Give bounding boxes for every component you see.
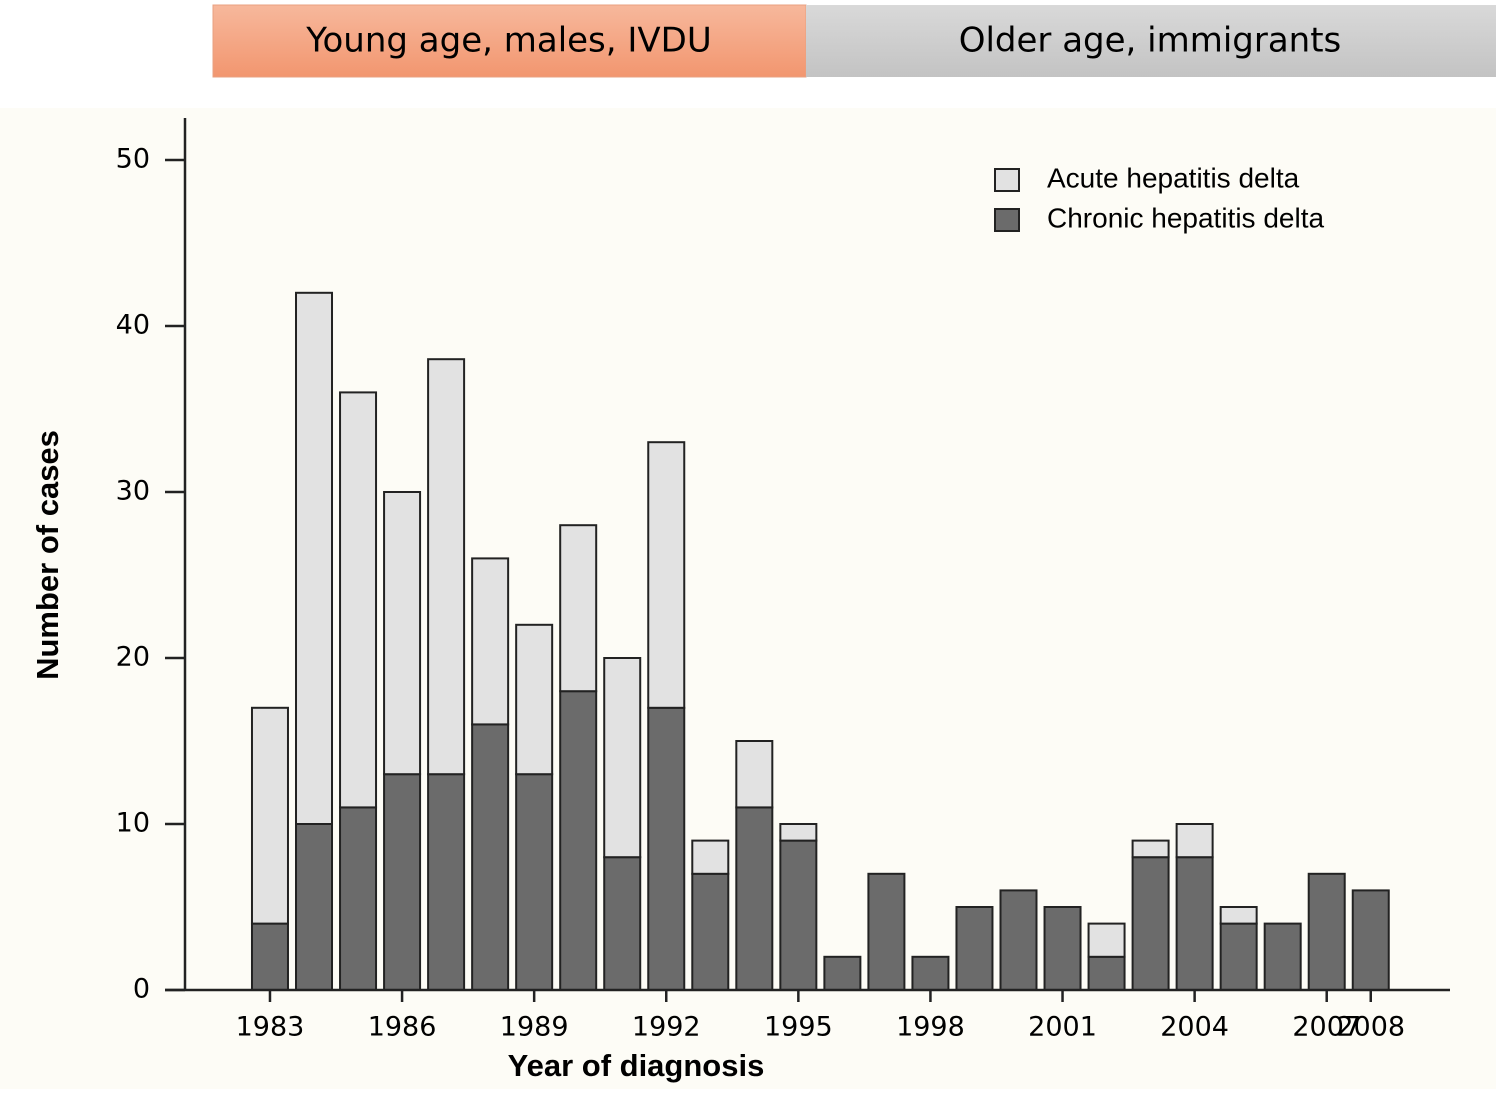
y-tick-label: 20 bbox=[116, 642, 150, 673]
x-tick-label: 1995 bbox=[764, 1012, 833, 1043]
y-tick-label: 50 bbox=[116, 144, 150, 175]
bar-segment bbox=[1351, 889, 1390, 992]
bar-segment bbox=[1131, 856, 1170, 992]
bar-segment bbox=[1219, 922, 1258, 991]
bar-segment bbox=[735, 806, 774, 992]
bar-segment bbox=[647, 706, 686, 991]
y-tick-label: 10 bbox=[116, 808, 150, 839]
legend-swatch bbox=[994, 168, 1020, 192]
bar-segment bbox=[823, 955, 862, 991]
banner-left-text: Young age, males, IVDU bbox=[305, 21, 712, 61]
bar-segment bbox=[427, 358, 466, 776]
bar-segment bbox=[1175, 823, 1214, 859]
banner-left bbox=[212, 4, 807, 78]
bar-segment bbox=[1131, 839, 1170, 859]
bar-segment bbox=[1087, 955, 1126, 991]
bar-segment bbox=[691, 839, 730, 875]
bar-segment bbox=[471, 723, 510, 992]
y-axis-label: Number of cases bbox=[30, 430, 65, 680]
bar-segment bbox=[911, 955, 950, 991]
bar-segment bbox=[603, 657, 642, 859]
bar-segment bbox=[999, 889, 1038, 992]
bar-segment bbox=[339, 806, 378, 992]
x-axis-label: Year of diagnosis bbox=[508, 1048, 765, 1083]
bar-segment bbox=[603, 856, 642, 992]
x-tick-label: 2004 bbox=[1160, 1012, 1229, 1043]
bar-segment bbox=[339, 391, 378, 809]
bar-segment bbox=[515, 773, 554, 992]
bar-segment bbox=[735, 740, 774, 809]
bar-segment bbox=[515, 623, 554, 776]
legend-label: Acute hepatitis delta bbox=[1047, 162, 1300, 193]
bar-segment bbox=[250, 706, 289, 925]
y-tick-label: 40 bbox=[116, 310, 150, 341]
x-tick-label: 2007 bbox=[1292, 1012, 1361, 1043]
x-tick-label: 1983 bbox=[236, 1012, 305, 1043]
bar-segment bbox=[471, 557, 510, 726]
bar-segment bbox=[691, 872, 730, 991]
banner-right-text: Older age, immigrants bbox=[959, 21, 1342, 61]
bar-segment bbox=[1219, 906, 1258, 925]
x-tick-label: 1998 bbox=[896, 1012, 965, 1043]
x-tick-label: 2001 bbox=[1028, 1012, 1097, 1043]
bar-segment bbox=[559, 690, 598, 991]
x-tick-label: 2008 bbox=[1336, 1012, 1405, 1043]
bar-segment bbox=[383, 491, 422, 776]
bar-segment bbox=[295, 291, 334, 825]
x-tick-label: 1986 bbox=[368, 1012, 437, 1043]
x-tick-label: 1992 bbox=[632, 1012, 701, 1043]
bar-segment bbox=[1175, 856, 1214, 992]
bar-segment bbox=[250, 922, 289, 991]
y-tick-label: 30 bbox=[116, 476, 150, 507]
bar-segment bbox=[647, 441, 686, 709]
bar-segment bbox=[383, 773, 422, 992]
x-tick-label: 1989 bbox=[500, 1012, 569, 1043]
bar-segment bbox=[1307, 872, 1346, 991]
bar-segment bbox=[779, 839, 818, 991]
legend-swatch bbox=[994, 208, 1020, 232]
legend-label: Chronic hepatitis delta bbox=[1047, 202, 1324, 233]
bar-segment bbox=[559, 524, 598, 693]
bar-segment bbox=[1043, 906, 1082, 991]
bar-segment bbox=[427, 773, 466, 992]
bar-segment bbox=[955, 906, 994, 991]
bar-segment bbox=[1087, 922, 1126, 958]
bar-segment bbox=[1263, 922, 1302, 991]
bar-segment bbox=[779, 823, 818, 842]
banner-right bbox=[806, 5, 1496, 77]
bar-segment bbox=[867, 872, 906, 991]
bar-segment bbox=[295, 823, 334, 991]
y-tick-label: 0 bbox=[133, 974, 150, 1005]
